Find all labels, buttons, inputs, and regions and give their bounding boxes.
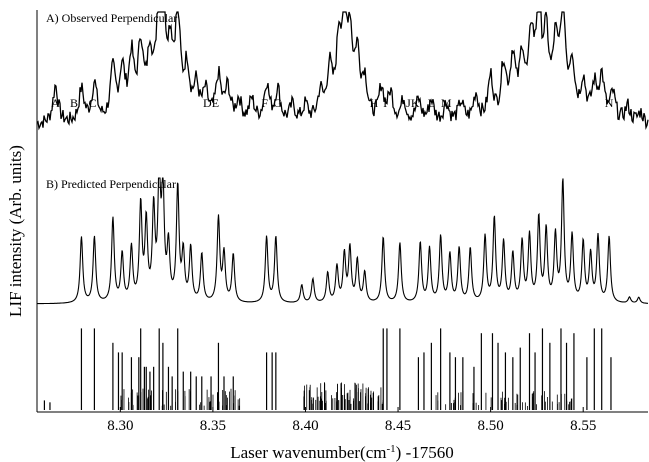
x-tick-label: 8.55 bbox=[570, 418, 596, 434]
peak-label: N bbox=[605, 96, 614, 110]
x-axis-title-main: Laser wavenumber(cm bbox=[230, 443, 386, 462]
x-axis-title-suffix: ) -17560 bbox=[396, 443, 454, 462]
x-axis-title-superscript: -1 bbox=[386, 443, 395, 455]
observed-trace bbox=[36, 11, 649, 131]
peak-label: F bbox=[261, 96, 268, 110]
peak-label: JK bbox=[406, 96, 420, 110]
peak-label: G bbox=[273, 96, 282, 110]
stick-spectrum bbox=[43, 328, 612, 410]
plot-frame bbox=[36, 10, 648, 413]
observed-spectrum bbox=[36, 11, 649, 131]
peak-label: DE bbox=[203, 96, 219, 110]
x-tick-label: 8.50 bbox=[477, 418, 503, 434]
peak-label: B bbox=[70, 96, 78, 110]
peak-label: M bbox=[441, 96, 452, 110]
x-axis-title: Laser wavenumber(cm-1) -17560 bbox=[230, 443, 453, 462]
peak-labels: A B C DE F G H I JK L M N bbox=[51, 96, 614, 110]
panel-a-label: A) Observed Perpendicular bbox=[46, 11, 177, 25]
x-tick-label: 8.40 bbox=[292, 418, 318, 434]
x-tick-label: 8.35 bbox=[200, 418, 226, 434]
peak-label: L bbox=[428, 96, 435, 110]
predicted-trace bbox=[37, 177, 648, 305]
peak-label: A bbox=[51, 96, 60, 110]
predicted-spectrum bbox=[37, 177, 648, 305]
x-tick-label: 8.45 bbox=[385, 418, 411, 434]
panel-b-label: B) Predicted Perpendicular bbox=[46, 177, 176, 191]
x-axis-ticks: 8.30 8.35 8.40 8.45 8.50 8.55 bbox=[107, 407, 596, 434]
y-axis-title: LIF intensity (Arb. units) bbox=[6, 145, 25, 317]
peak-label: H bbox=[370, 96, 379, 110]
peak-label: I bbox=[383, 96, 387, 110]
x-tick-label: 8.30 bbox=[107, 418, 133, 434]
peak-label: C bbox=[89, 96, 97, 110]
